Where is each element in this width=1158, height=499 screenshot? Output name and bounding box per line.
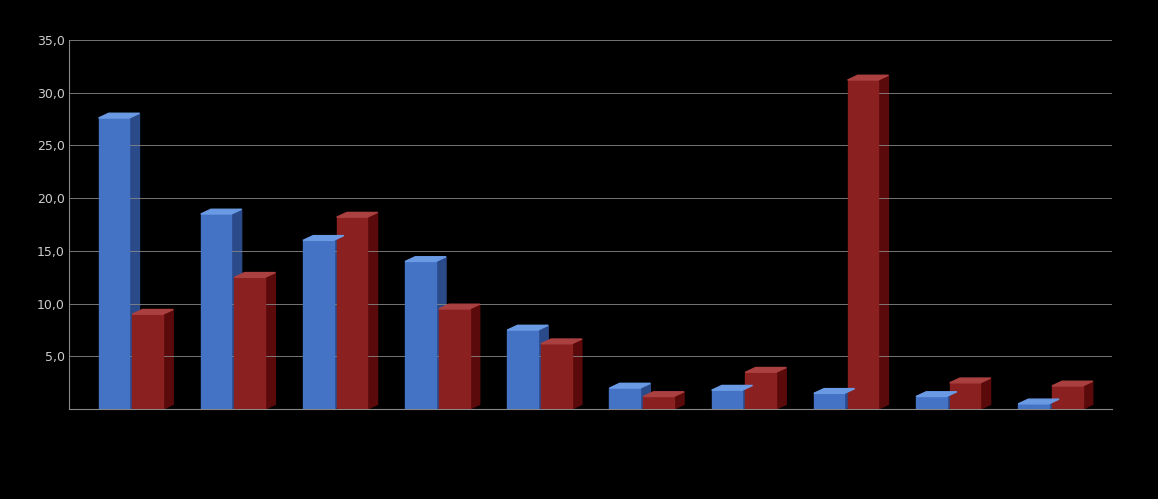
Bar [541,344,572,409]
Polygon shape [439,304,479,309]
Bar [848,80,878,409]
Polygon shape [1049,399,1060,409]
Bar [132,314,163,409]
Polygon shape [132,309,174,314]
Polygon shape [1018,399,1060,404]
Polygon shape [981,378,990,409]
Bar [609,388,640,409]
Polygon shape [746,367,786,372]
Polygon shape [469,304,479,409]
Polygon shape [742,385,753,409]
Polygon shape [712,385,753,390]
Bar [916,397,947,409]
Polygon shape [367,213,378,409]
Polygon shape [303,236,344,241]
Polygon shape [265,272,276,409]
Polygon shape [1083,381,1093,409]
Polygon shape [538,325,548,409]
Bar [405,261,435,409]
Bar [234,277,265,409]
Polygon shape [234,272,276,277]
Bar [950,383,981,409]
Polygon shape [334,236,344,409]
Polygon shape [507,325,548,330]
Polygon shape [848,75,888,80]
Polygon shape [98,113,139,118]
Polygon shape [916,392,957,397]
Polygon shape [405,256,446,261]
Polygon shape [609,383,651,388]
Polygon shape [776,367,786,409]
Bar [337,217,367,409]
Polygon shape [814,389,855,393]
Bar [1018,404,1049,409]
Polygon shape [878,75,888,409]
Polygon shape [232,209,242,409]
Bar [439,309,469,409]
Bar [814,393,844,409]
Polygon shape [643,392,684,397]
Polygon shape [572,339,581,409]
Bar [746,372,776,409]
Polygon shape [541,339,581,344]
Bar [303,241,334,409]
Polygon shape [640,383,651,409]
Bar [507,330,538,409]
Polygon shape [337,213,378,217]
Polygon shape [130,113,139,409]
Polygon shape [950,378,990,383]
Polygon shape [844,389,855,409]
Bar [712,390,742,409]
Polygon shape [163,309,174,409]
Polygon shape [674,392,684,409]
Polygon shape [947,392,957,409]
Bar [643,397,674,409]
Polygon shape [200,209,242,214]
Bar [200,214,232,409]
Polygon shape [435,256,446,409]
Bar [1051,386,1083,409]
Bar [98,118,130,409]
Polygon shape [1051,381,1093,386]
